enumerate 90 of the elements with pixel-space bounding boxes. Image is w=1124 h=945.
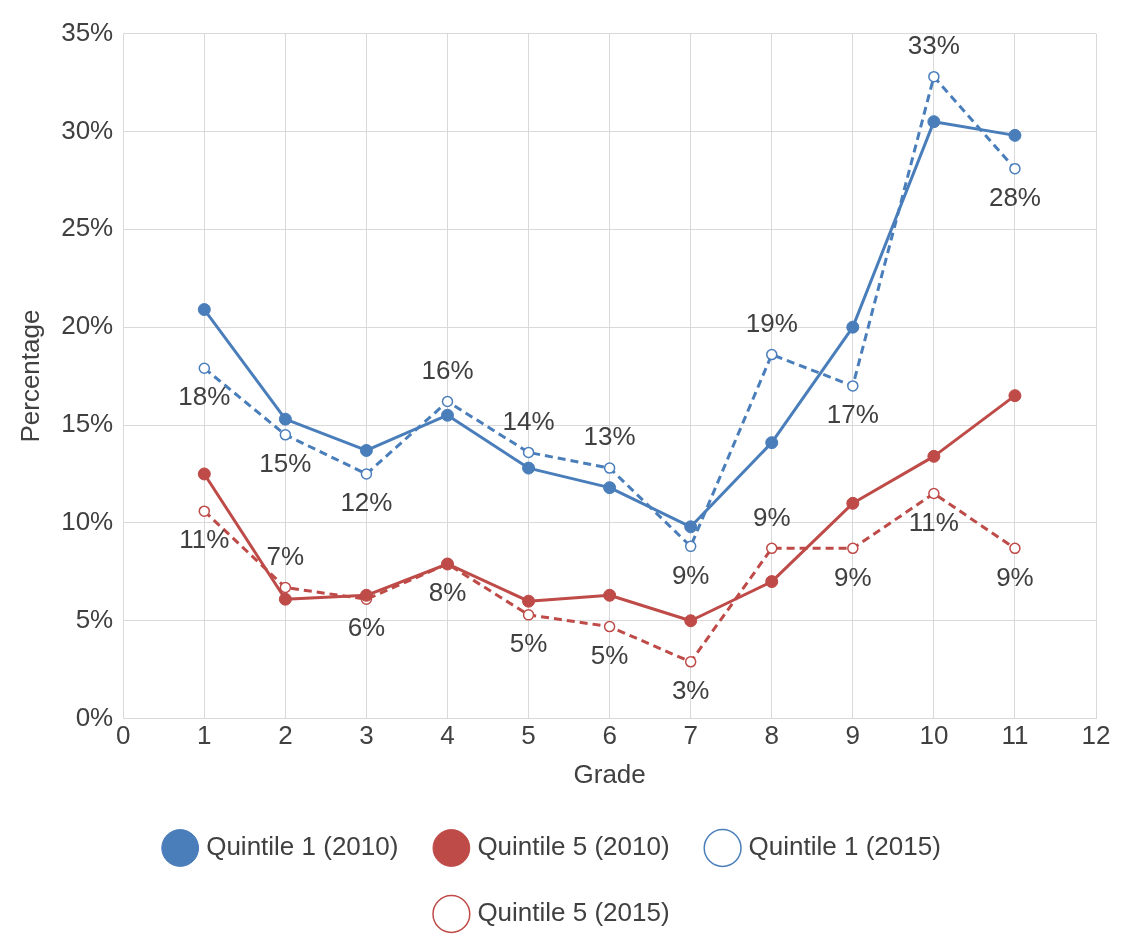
point xyxy=(603,481,617,495)
data-label: 19% xyxy=(745,307,798,338)
x-tick-label: 0 xyxy=(116,720,131,751)
point xyxy=(441,395,454,408)
data-label: 33% xyxy=(907,29,960,60)
x-tick-label: 8 xyxy=(764,720,779,751)
data-label: 11% xyxy=(908,506,959,537)
x-tick-label: 4 xyxy=(440,720,455,751)
point xyxy=(766,542,778,555)
data-label: 6% xyxy=(347,612,386,643)
point xyxy=(522,609,535,621)
point xyxy=(765,436,779,450)
y-tick-label: 25% xyxy=(61,212,114,243)
x-axis-title: Grade xyxy=(573,758,646,789)
x-tick-label: 10 xyxy=(919,720,949,751)
data-label: 5% xyxy=(590,639,629,670)
data-label: 12% xyxy=(340,487,393,518)
x-tick-label: 11 xyxy=(1001,720,1029,751)
point xyxy=(684,540,697,553)
legend-label: Quintile 1 (2010) xyxy=(206,831,399,862)
point xyxy=(197,303,211,317)
point xyxy=(198,362,211,375)
data-label: 9% xyxy=(752,501,791,532)
y-tick-label: 10% xyxy=(61,506,114,537)
x-tick-label: 1 xyxy=(197,720,212,751)
point xyxy=(684,520,698,534)
data-label: 18% xyxy=(178,381,231,412)
point xyxy=(278,412,292,426)
point xyxy=(279,429,292,441)
point xyxy=(927,449,941,463)
point xyxy=(928,487,940,500)
data-label: 15% xyxy=(259,447,312,478)
point xyxy=(197,467,211,481)
data-label: 9% xyxy=(834,561,872,592)
data-label: 9% xyxy=(996,561,1034,592)
point xyxy=(684,656,697,668)
data-label: 16% xyxy=(421,354,474,385)
point xyxy=(603,462,616,474)
x-tick-label: 5 xyxy=(521,720,536,751)
y-tick-label: 0% xyxy=(75,701,114,732)
point xyxy=(522,446,535,459)
point xyxy=(522,461,536,475)
point xyxy=(440,408,454,422)
data-label: 7% xyxy=(266,540,305,571)
point xyxy=(522,594,536,608)
point xyxy=(1009,542,1021,555)
point xyxy=(278,592,292,606)
data-label: 5% xyxy=(509,628,548,659)
point xyxy=(1008,128,1022,142)
point xyxy=(684,614,698,628)
point xyxy=(846,496,860,510)
legend-label: Quintile 5 (2010) xyxy=(477,831,670,862)
x-tick-label: 7 xyxy=(683,720,698,751)
y-tick-label: 20% xyxy=(61,310,114,341)
data-label: 11% xyxy=(179,524,230,555)
x-tick-label: 3 xyxy=(359,720,374,751)
point xyxy=(765,575,779,589)
point xyxy=(847,380,859,392)
point xyxy=(766,348,778,361)
data-label: 13% xyxy=(583,421,636,452)
point xyxy=(359,588,373,602)
y-axis-title: Percentage xyxy=(14,309,45,443)
y-tick-label: 5% xyxy=(75,603,114,634)
data-label: 8% xyxy=(428,577,467,608)
data-label: 3% xyxy=(671,675,710,706)
y-tick-label: 15% xyxy=(61,408,114,439)
point xyxy=(603,620,616,633)
point xyxy=(360,468,373,480)
data-label: 14% xyxy=(502,405,555,436)
x-tick-label: 2 xyxy=(278,720,293,751)
y-tick-label: 35% xyxy=(61,16,114,47)
legend-label: Quintile 5 (2015) xyxy=(477,897,670,928)
point xyxy=(847,542,859,555)
point xyxy=(846,320,860,334)
data-label: 28% xyxy=(988,181,1041,212)
x-tick-label: 6 xyxy=(602,720,617,751)
x-tick-label: 9 xyxy=(845,720,861,751)
point xyxy=(1008,389,1022,403)
point xyxy=(359,443,373,457)
data-label: 17% xyxy=(826,399,879,430)
point xyxy=(928,70,940,83)
point xyxy=(198,505,211,517)
point xyxy=(1009,162,1021,175)
y-tick-label: 30% xyxy=(61,114,114,145)
point xyxy=(603,588,617,602)
data-label: 9% xyxy=(671,559,710,590)
legend-label: Quintile 1 (2015) xyxy=(748,831,941,862)
point xyxy=(927,115,941,129)
point xyxy=(279,581,292,594)
x-tick-label: 12 xyxy=(1081,720,1111,751)
